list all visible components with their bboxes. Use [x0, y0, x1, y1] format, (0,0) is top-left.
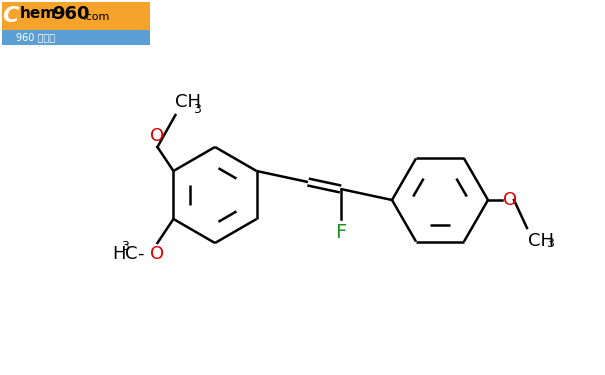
Bar — [2, 2, 150, 30]
Text: C: C — [125, 245, 137, 263]
Text: hem: hem — [20, 6, 57, 21]
Text: F: F — [335, 223, 346, 242]
Text: O: O — [503, 191, 517, 209]
Text: CH: CH — [528, 232, 554, 250]
Text: CH: CH — [175, 93, 201, 111]
Text: O: O — [151, 127, 165, 145]
Text: -: - — [137, 245, 143, 263]
Text: 3: 3 — [122, 240, 129, 253]
Text: 3: 3 — [194, 103, 201, 116]
Bar — [2, 30, 150, 45]
Text: 3: 3 — [546, 237, 554, 250]
Text: 960: 960 — [52, 5, 90, 23]
Text: H: H — [112, 245, 125, 263]
Text: 960 化工网: 960 化工网 — [16, 32, 55, 42]
Text: C: C — [2, 6, 18, 26]
Text: .com: .com — [83, 12, 110, 22]
Text: O: O — [151, 245, 165, 263]
